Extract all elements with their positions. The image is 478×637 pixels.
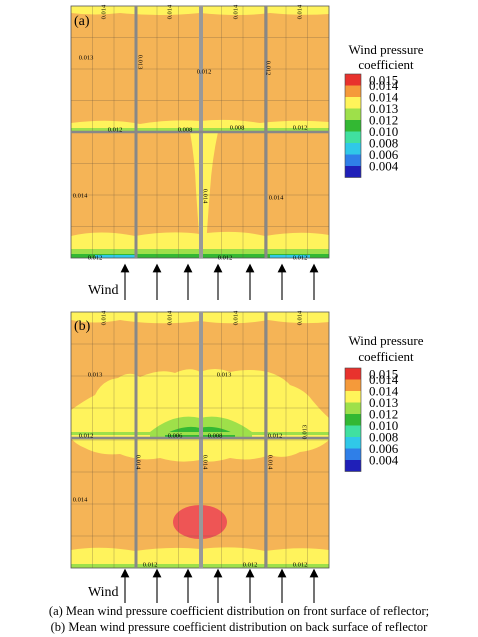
contour-label: 0.012 (293, 254, 308, 261)
contour-label: 0.012 (293, 124, 308, 131)
contour-label: 0.012 (243, 561, 258, 568)
contour-label: 0.012 (197, 68, 212, 75)
contour-label: 0.014 (166, 310, 173, 325)
contour-region-yellow (190, 132, 218, 248)
contour-label: 0.012 (268, 432, 283, 439)
contour-label: 0.008 (208, 432, 223, 439)
contour-label: 0.008 (230, 124, 245, 131)
contour-label: 0.014 (73, 192, 88, 199)
legend-a: Wind pressure coefficient 0.0140.0140.01… (344, 42, 424, 178)
contour-label: 0.014 (73, 496, 88, 503)
panel-label: (a) (74, 14, 90, 29)
legend-swatch (345, 425, 361, 437)
contour-label: 0.012 (143, 561, 158, 568)
contour-label: 0.008 (178, 126, 193, 133)
legend-value: 0.012 (369, 113, 398, 128)
legend-frame (344, 73, 362, 178)
contour-label: 0.012 (108, 126, 123, 133)
contour-label: 0.006 (168, 432, 183, 439)
legend-frame (344, 367, 362, 472)
contour-label: 0.013 (137, 55, 144, 70)
legend-swatch (345, 414, 361, 426)
legend-value: 0.008 (369, 136, 398, 151)
contour-label: 0.014 (202, 455, 209, 470)
contour-label: 0.013 (301, 425, 308, 440)
legend-value: 0.004 (369, 453, 399, 468)
legend-swatch (345, 437, 361, 449)
legend-value: 0.015 (369, 366, 398, 381)
legend-value: 0.004 (369, 159, 399, 174)
legend-swatch (345, 154, 361, 166)
contour-region-cyan (95, 255, 135, 258)
contour-labels: 0.014 0.014 0.014 0.014 0.013 0.013 0.012 0.012… (73, 4, 308, 262)
contour-label: 0.012 (293, 561, 308, 568)
legend-value: 0.014 (369, 90, 399, 105)
contour-label: 0.012 (79, 432, 94, 439)
contour-label: 0.013 (79, 54, 94, 61)
legend-swatch (345, 166, 361, 178)
contour-label: 0.014 (135, 455, 142, 470)
legend-swatch (345, 97, 361, 109)
legend-value: 0.006 (369, 147, 399, 162)
legend-value: 0.014 (369, 78, 399, 93)
wind-arrows (120, 568, 319, 603)
legend-value: 0.006 (369, 441, 399, 456)
contour-label: 0.013 (217, 371, 232, 378)
figure-caption: (b) Mean wind pressure coefficient distr… (50, 620, 428, 634)
legend-value: 0.012 (369, 407, 398, 422)
legend-title: Wind pressure (349, 333, 424, 348)
legend-swatch (345, 120, 361, 132)
contour-label: 0.012 (88, 254, 103, 261)
contour-labels: 0.014 0.014 0.014 0.014 0.013 0.013 0.012 0.006… (73, 310, 309, 569)
panel-b: 0.014 0.014 0.014 0.014 0.013 0.013 0.012 0.006… (70, 310, 330, 569)
legend-value: 0.013 (369, 101, 398, 116)
contour-label: 0.014 (100, 310, 107, 325)
legend-value: 0.010 (369, 124, 398, 139)
contour-label: 0.014 (269, 194, 284, 201)
legend-swatch (345, 460, 361, 472)
legend-b: Wind pressure coefficient 0.0140.0140.01… (344, 333, 424, 472)
legend-title: coefficient (358, 57, 414, 72)
legend-value: 0.015 (369, 72, 398, 87)
contour-label: 0.014 (100, 4, 107, 19)
legend-swatch (345, 85, 361, 97)
legend-swatch (345, 402, 361, 414)
legend-value: 0.014 (369, 384, 399, 399)
contour-label: 0.014 (296, 310, 303, 325)
legend-title: coefficient (358, 349, 414, 364)
contour-label: 0.014 (232, 310, 239, 325)
contour-label: 0.014 (202, 189, 209, 204)
legend-value: 0.013 (369, 395, 398, 410)
wind-label: Wind (88, 283, 119, 298)
wind-arrows (120, 263, 319, 300)
wind-label: Wind (88, 585, 119, 600)
legend-swatch (345, 74, 361, 86)
contour-label: 0.012 (265, 61, 272, 76)
legend-swatch (345, 143, 361, 155)
contour-label: 0.013 (88, 371, 103, 378)
legend-swatches: 0.0140.0140.0130.0120.0100.0080.0060.004… (344, 72, 399, 178)
contour-region-cyan (270, 255, 310, 258)
contour-label: 0.012 (218, 254, 233, 261)
legend-swatch (345, 368, 361, 380)
legend-swatches: 0.0140.0140.0130.0120.0100.0080.0060.004… (344, 366, 399, 472)
legend-swatch (345, 448, 361, 460)
figure-caption: (a) Mean wind pressure coefficient distr… (48, 604, 430, 618)
contour-label: 0.014 (166, 4, 173, 19)
panel-a: 0.014 0.014 0.014 0.014 0.013 0.013 0.012 0.012… (70, 4, 330, 262)
contour-label: 0.014 (267, 455, 274, 470)
legend-value: 0.008 (369, 430, 398, 445)
legend-swatch (345, 379, 361, 391)
legend-title: Wind pressure (349, 42, 424, 57)
legend-swatch (345, 131, 361, 143)
legend-value: 0.010 (369, 418, 398, 433)
contour-label: 0.014 (232, 4, 239, 19)
legend-value: 0.014 (369, 372, 399, 387)
legend-swatch (345, 391, 361, 403)
panel-label: (b) (74, 319, 91, 334)
legend-swatch (345, 108, 361, 120)
contour-label: 0.014 (296, 4, 303, 19)
